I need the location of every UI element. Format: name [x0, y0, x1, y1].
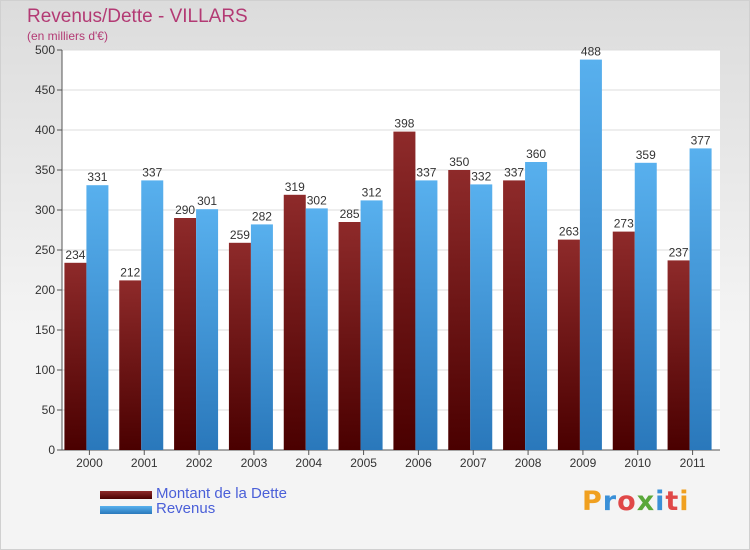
data-label-dette: 259: [230, 228, 250, 242]
logo-letter: t: [665, 486, 680, 517]
data-label-dette: 212: [120, 265, 140, 279]
data-label-revenus: 331: [87, 170, 107, 184]
legend-label-dette: Montant de la Dette: [156, 485, 287, 502]
data-label-revenus: 337: [416, 165, 436, 179]
bar-revenus: [360, 200, 383, 450]
data-label-revenus: 312: [362, 185, 382, 199]
x-tick-label: 2011: [680, 456, 706, 470]
chart-subtitle: (en milliers d'€): [27, 29, 108, 43]
data-label-revenus: 360: [526, 147, 546, 161]
data-label-revenus: 359: [636, 148, 656, 162]
y-tick-label: 500: [35, 43, 55, 57]
x-tick-label: 2001: [131, 456, 158, 470]
data-label-revenus: 377: [691, 133, 711, 147]
bar-dette: [448, 170, 471, 450]
proxiti-logo: Proxiti: [582, 486, 690, 517]
data-label-dette: 350: [449, 155, 469, 169]
logo-letter: i: [655, 486, 666, 517]
data-label-dette: 263: [559, 225, 579, 239]
logo-letter: r: [602, 486, 618, 517]
data-label-revenus: 337: [142, 165, 162, 179]
bar-revenus: [634, 162, 657, 451]
bar-dette: [338, 222, 361, 450]
logo-letter: i: [679, 486, 690, 517]
y-tick-label: 150: [35, 323, 55, 337]
data-label-revenus: 332: [471, 169, 491, 183]
data-label-dette: 319: [285, 180, 305, 194]
x-tick-label: 2008: [515, 456, 542, 470]
data-label-dette: 285: [340, 207, 360, 221]
data-label-dette: 237: [669, 245, 689, 259]
bar-dette: [393, 131, 416, 450]
data-label-revenus: 302: [307, 193, 327, 207]
x-tick-label: 2000: [76, 456, 103, 470]
logo-letter: o: [617, 486, 637, 517]
data-label-dette: 337: [504, 165, 524, 179]
x-tick-label: 2006: [405, 456, 432, 470]
y-tick-label: 300: [35, 203, 55, 217]
data-label-dette: 398: [394, 117, 414, 131]
data-label-revenus: 488: [581, 45, 601, 59]
data-label-dette: 234: [65, 248, 85, 262]
y-tick-label: 0: [48, 443, 55, 457]
bar-revenus: [250, 224, 273, 450]
legend-label-revenus: Revenus: [156, 500, 216, 517]
bar-dette: [64, 262, 87, 450]
x-tick-label: 2005: [350, 456, 377, 470]
bar-revenus: [525, 162, 548, 450]
y-tick-label: 250: [35, 243, 55, 257]
x-tick-label: 2007: [460, 456, 487, 470]
x-tick-label: 2002: [186, 456, 213, 470]
bar-dette: [228, 242, 251, 450]
bar-revenus: [141, 180, 164, 450]
bar-dette: [557, 239, 580, 450]
axes: 0 50 100 150 200 250 300 350 400 450 500 2000 2001 20…: [35, 43, 720, 470]
data-label-dette: 273: [614, 217, 634, 231]
y-tick-label: 350: [35, 163, 55, 177]
bar-revenus: [305, 208, 328, 450]
logo-letter: x: [636, 486, 656, 517]
bar-dette: [174, 218, 197, 450]
data-label-revenus: 301: [197, 194, 217, 208]
bar-dette: [667, 260, 690, 450]
y-tick-label: 100: [35, 363, 55, 377]
y-tick-label: 200: [35, 283, 55, 297]
bar-dette: [503, 180, 526, 450]
y-tick-label: 450: [35, 83, 55, 97]
logo-letter: P: [582, 486, 603, 517]
bar-dette: [119, 280, 142, 450]
chart-title: Revenus/Dette - VILLARS: [27, 6, 248, 27]
x-tick-label: 2010: [624, 456, 651, 470]
legend-swatch-dette: [100, 491, 152, 499]
data-label-revenus: 282: [252, 209, 272, 223]
x-tick-label: 2004: [295, 456, 322, 470]
bar-revenus: [579, 59, 602, 450]
bar-revenus: [196, 209, 219, 450]
x-tick-label: 2009: [570, 456, 597, 470]
bar-dette: [612, 231, 635, 450]
data-label-dette: 290: [175, 203, 195, 217]
y-tick-label: 400: [35, 123, 55, 137]
grid-lines: [62, 49, 720, 451]
bar-revenus: [86, 185, 109, 450]
bar-revenus: [415, 180, 438, 450]
y-tick-label: 50: [42, 403, 56, 417]
bar-revenus: [470, 184, 493, 450]
legend-swatch-revenus: [100, 506, 152, 514]
x-tick-label: 2003: [241, 456, 268, 470]
bar-revenus: [689, 148, 712, 450]
bars: [64, 59, 712, 451]
bar-dette: [283, 194, 306, 450]
